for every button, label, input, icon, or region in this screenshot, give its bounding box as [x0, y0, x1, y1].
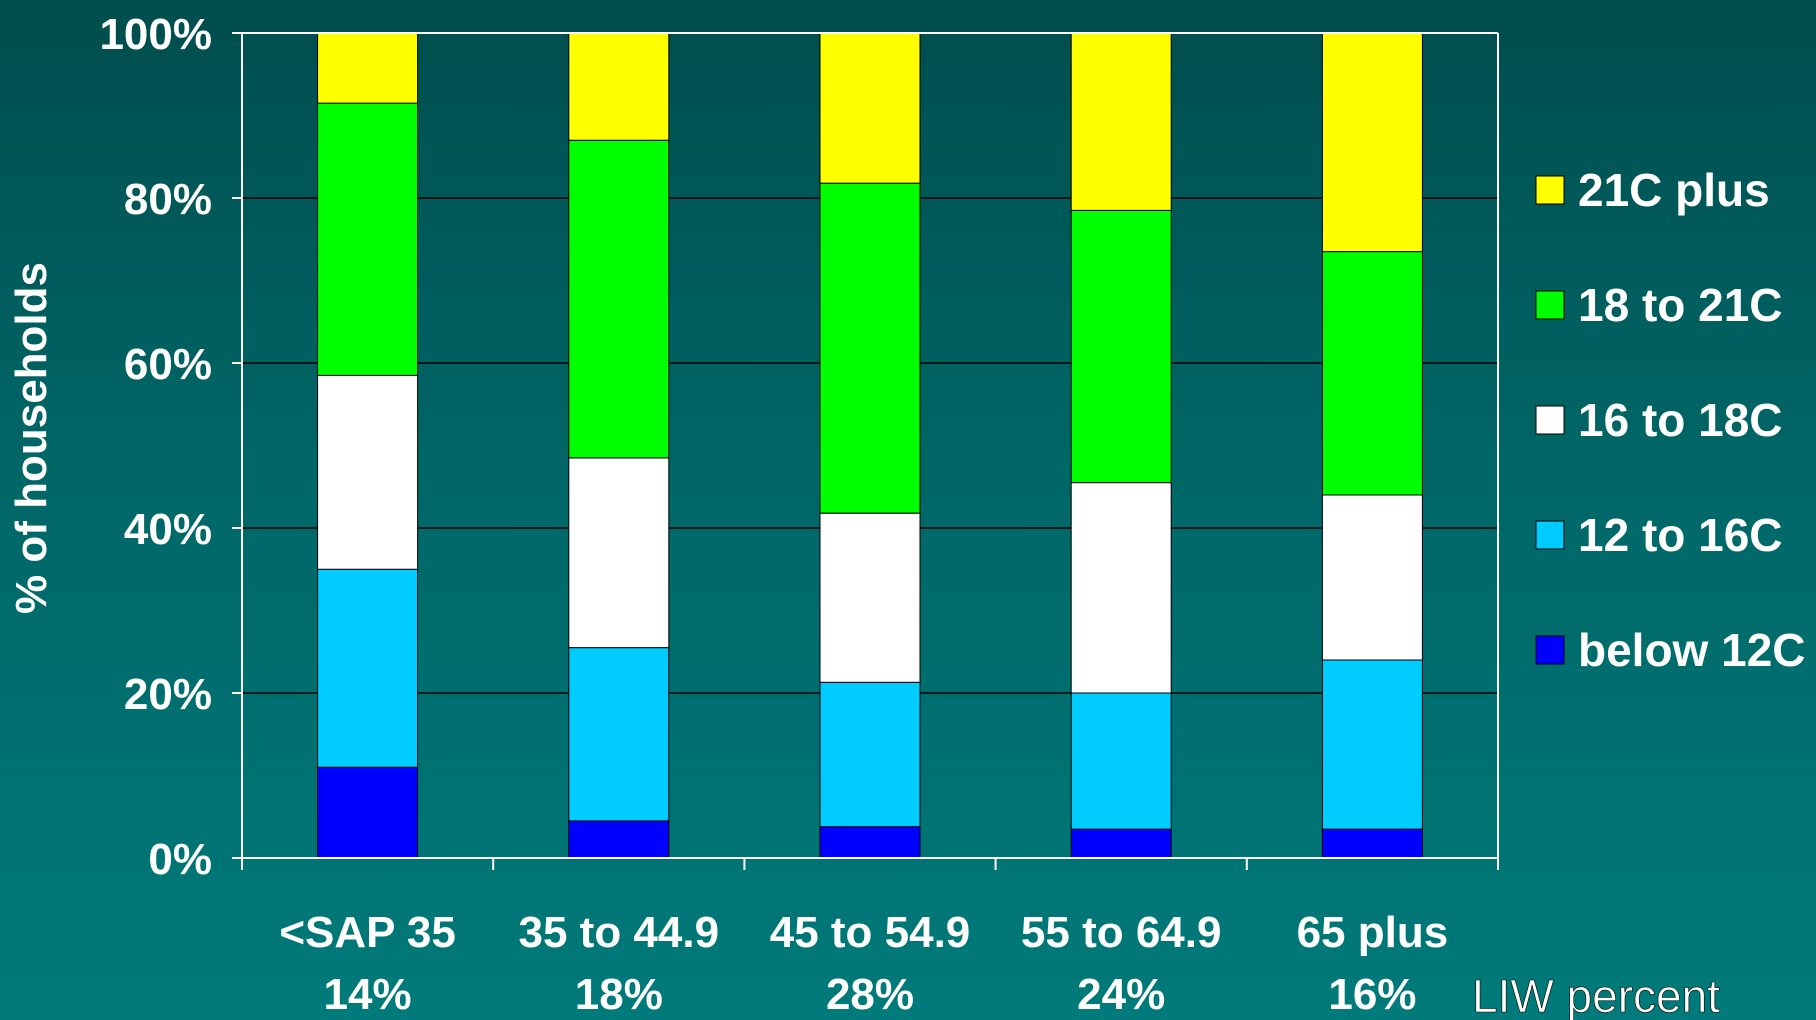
x-tick-sublabel: 18%	[575, 970, 663, 1019]
y-tick-label: 40%	[124, 505, 212, 554]
y-tick-labels: 0% 20% 40% 60% 80% 100%	[99, 10, 212, 884]
axes	[232, 32, 1499, 870]
y-tick-label: 80%	[124, 175, 212, 224]
bar-segment	[819, 182, 921, 514]
x-tick-label: 55 to 64.9	[1021, 908, 1222, 957]
bar-segment	[317, 32, 419, 104]
x-tick-sublabel: 28%	[826, 970, 914, 1019]
y-axis-label: % of households	[7, 262, 56, 614]
legend-label: 16 to 18C	[1578, 394, 1783, 446]
legend-swatch	[1535, 635, 1565, 665]
bar-segment	[568, 647, 670, 822]
legend-swatch	[1535, 175, 1565, 205]
bar-segment	[1321, 828, 1423, 859]
bar-segment	[1070, 828, 1172, 859]
bar-segment	[1321, 32, 1423, 253]
legend-label: 18 to 21C	[1578, 279, 1783, 331]
bars	[317, 32, 1423, 859]
bar-segment	[568, 139, 670, 459]
bar-segment	[568, 32, 670, 141]
bar-segment	[568, 820, 670, 859]
bar-segment	[317, 102, 419, 376]
legend-label: 21C plus	[1578, 164, 1770, 216]
y-tick-label: 60%	[124, 340, 212, 389]
bar-segment	[1070, 209, 1172, 484]
y-tick-label: 100%	[99, 10, 212, 59]
x-tick-sublabel: 14%	[324, 970, 412, 1019]
bar-segment	[1321, 251, 1423, 496]
bar-segment	[568, 457, 670, 649]
x-tick-sublabel: 24%	[1077, 970, 1165, 1019]
bar-segment	[819, 512, 921, 683]
x-axis-note: LIW percent	[1472, 970, 1720, 1020]
bar-segment	[819, 681, 921, 828]
y-tick-label: 20%	[124, 670, 212, 719]
x-tick-sublabel: 16%	[1328, 970, 1416, 1019]
legend: 21C plus 18 to 21C 16 to 18C 12 to 16C below…	[1535, 164, 1806, 676]
legend-swatch	[1535, 520, 1565, 550]
x-tick-label: 65 plus	[1297, 908, 1449, 957]
bar-segment	[1070, 692, 1172, 830]
legend-label: below 12C	[1578, 624, 1806, 676]
bar-segment	[819, 826, 921, 859]
bar-segment	[317, 766, 419, 859]
bar-segment	[1321, 659, 1423, 830]
bar-segment	[1070, 32, 1172, 211]
legend-label: 12 to 16C	[1578, 509, 1783, 561]
bar-segment	[1070, 482, 1172, 694]
bar-segment	[317, 568, 419, 768]
bar-segment	[819, 32, 921, 184]
x-tick-labels: <SAP 35 14% 35 to 44.9 18% 45 to 54.9 28% 55 t…	[279, 908, 1448, 1019]
legend-swatch	[1535, 290, 1565, 320]
x-tick-label: <SAP 35	[279, 908, 456, 957]
legend-swatch	[1535, 405, 1565, 435]
x-tick-label: 35 to 44.9	[519, 908, 720, 957]
bar-segment	[317, 374, 419, 570]
y-tick-label: 0%	[148, 835, 212, 884]
x-tick-label: 45 to 54.9	[770, 908, 971, 957]
bar-segment	[1321, 494, 1423, 661]
